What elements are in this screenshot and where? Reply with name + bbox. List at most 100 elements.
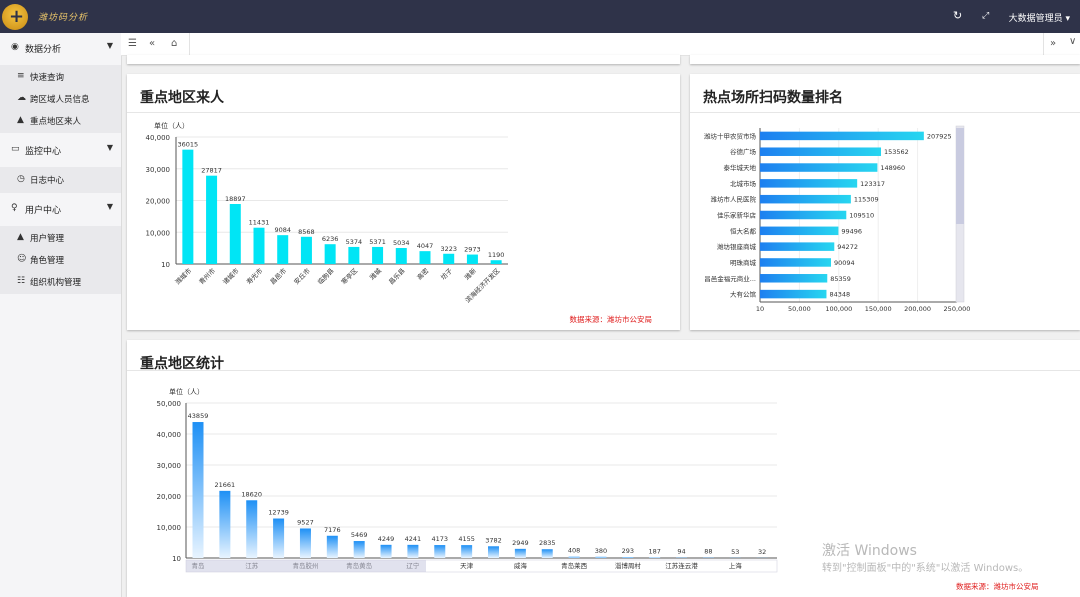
bar (760, 210, 847, 220)
y-tick-label: 昌邑金福元商业... (704, 274, 756, 283)
bar (253, 227, 265, 264)
y-axis-unit-label: 单位（人） (169, 387, 204, 396)
bar (299, 528, 311, 558)
bar-value-label: 4047 (417, 242, 434, 250)
bar-value-label: 6236 (322, 235, 339, 243)
sidebar-item-quick-query[interactable]: ≡ 快速查询 (0, 67, 121, 87)
bar-value-label: 9527 (297, 518, 314, 526)
bar-value-label: 293 (622, 547, 634, 555)
refresh-icon[interactable]: ↻ (953, 9, 963, 22)
double-right-icon[interactable]: » (1050, 38, 1057, 49)
x-tick-label: 寿光市 (244, 266, 265, 287)
activation-watermark-text: 转到"控制面板"中的"系统"以激活 Windows。 (822, 563, 1029, 574)
sidebar-item-log-center[interactable]: ◷ 日志中心 (0, 170, 121, 190)
x-tick-label: 昌乐县 (387, 266, 408, 287)
hotspot-scans-chart: 10 50,000 100,000 150,000 200,000 250,000 2079… (704, 125, 970, 313)
bar-value-label: 109510 (849, 212, 874, 220)
data-source-label: 数据来源：潍坊市公安局 (569, 315, 653, 324)
sidebar-item-label: 重点地区来人 (30, 117, 82, 127)
bar-value-label: 4249 (378, 535, 395, 543)
x-tick-label: 上海 (729, 561, 743, 570)
bar (192, 422, 204, 558)
sidebar-section-label: 数据分析 (25, 45, 62, 55)
bar (407, 544, 419, 558)
bar-value-label: 380 (595, 547, 607, 555)
bar (595, 556, 607, 558)
y-tick-label: 潍坊十甲农贸市场 (704, 131, 757, 140)
sidebar-section-data-analysis[interactable]: ◉ 数据分析 ▼ (0, 37, 121, 59)
home-icon[interactable]: ⌂ (171, 38, 178, 49)
chevron-down-icon[interactable]: ∨ (1069, 36, 1077, 47)
x-tick-label: 潍城市 (173, 266, 194, 287)
bar-value-label: 3782 (485, 536, 502, 544)
sidebar-submenu-monitor: ◷ 日志中心 (0, 167, 121, 193)
bar-value-label: 2835 (539, 539, 556, 547)
y-axis-unit-label: 单位（人） (154, 121, 189, 130)
sidebar-section-user-center[interactable]: ♀ 用户中心 ▼ (0, 198, 121, 220)
bar-value-label: 153562 (884, 148, 909, 156)
y-tick-label: 潍坊银座商城 (717, 242, 757, 251)
bar-value-label: 5374 (346, 238, 363, 246)
panel-divider (690, 112, 1080, 113)
x-tick-label: 潍新 (462, 266, 478, 282)
x-tick-label: 50,000 (788, 305, 811, 313)
x-tick-label: 安丘市 (292, 266, 313, 287)
menu-icon[interactable]: ☰ (128, 38, 137, 49)
bar-value-label: 5469 (351, 531, 368, 539)
bar-value-label: 3223 (440, 245, 457, 253)
bar (353, 541, 365, 558)
y-tick-label: 30,000 (146, 166, 171, 174)
sidebar-submenu-user: ▲ 用户管理 ☺ 角色管理 ☷ 组织机构管理 (0, 226, 121, 294)
sidebar-item-key-region-arrivals[interactable]: ▲ 重点地区来人 (0, 111, 121, 131)
org-icon: ☷ (17, 276, 26, 286)
bar-value-label: 4173 (431, 535, 448, 543)
chevron-down-icon: ▼ (106, 202, 113, 211)
y-tick-label: 40,000 (146, 134, 171, 142)
sidebar-item-org-management[interactable]: ☷ 组织机构管理 (0, 272, 121, 292)
bar-value-label: 115309 (854, 196, 879, 204)
bar-value-label: 21661 (215, 481, 236, 489)
bar (273, 518, 285, 558)
sidebar-item-label: 用户管理 (30, 234, 65, 244)
bar-value-label: 123317 (860, 180, 885, 188)
x-tick-label: 昌邑市 (268, 266, 289, 287)
divider (1043, 33, 1044, 55)
bar (461, 545, 473, 558)
sidebar-item-cross-region[interactable]: ☁ 跨区域人员信息 (0, 89, 121, 109)
bar-value-label: 90094 (834, 259, 855, 267)
x-tick-label: 高密 (415, 266, 431, 282)
panel-title: 重点地区来人 (140, 90, 224, 106)
sidebar-item-role-management[interactable]: ☺ 角色管理 (0, 250, 121, 270)
y-tick-label: 大有公馆 (730, 290, 757, 299)
fullscreen-icon[interactable]: ⤢ (982, 11, 990, 21)
bar-value-label: 99496 (841, 227, 862, 235)
x-tick-label: 坊子 (439, 266, 455, 282)
sidebar-section-label: 监控中心 (25, 147, 62, 157)
x-tick-label: 诸城市 (221, 266, 242, 287)
chevron-down-icon: ▼ (106, 143, 113, 152)
user-menu[interactable]: 大数据管理员 ▾ (1008, 14, 1070, 24)
x-tick-label: 150,000 (865, 305, 892, 313)
sidebar-section-monitor[interactable]: ▭ 监控中心 ▼ (0, 139, 121, 161)
bar-value-label: 7176 (324, 526, 341, 534)
x-tick-label: 青州市 (197, 266, 218, 287)
bar (326, 535, 338, 558)
double-left-icon[interactable]: « (149, 38, 156, 49)
x-tick-label: 淄博周村 (615, 561, 642, 570)
bar (434, 545, 446, 558)
monitor-icon: ▭ (11, 144, 20, 154)
activation-watermark-title: 激活 Windows (822, 543, 917, 559)
bar-value-label: 187 (648, 547, 660, 555)
y-tick-label: 10,000 (146, 229, 171, 237)
bar (760, 131, 924, 141)
sidebar-item-user-management[interactable]: ▲ 用户管理 (0, 228, 121, 248)
logo[interactable]: + (2, 4, 28, 30)
y-tick-label: 10 (161, 261, 170, 269)
y-tick-label: 40,000 (157, 431, 182, 439)
bar-value-label: 94272 (837, 243, 858, 251)
bar-value-label: 88 (704, 548, 712, 556)
bar-value-label: 36015 (178, 141, 199, 149)
sidebar-item-label: 快速查询 (30, 73, 65, 83)
bar (300, 236, 312, 264)
bar-value-label: 43859 (188, 412, 209, 420)
